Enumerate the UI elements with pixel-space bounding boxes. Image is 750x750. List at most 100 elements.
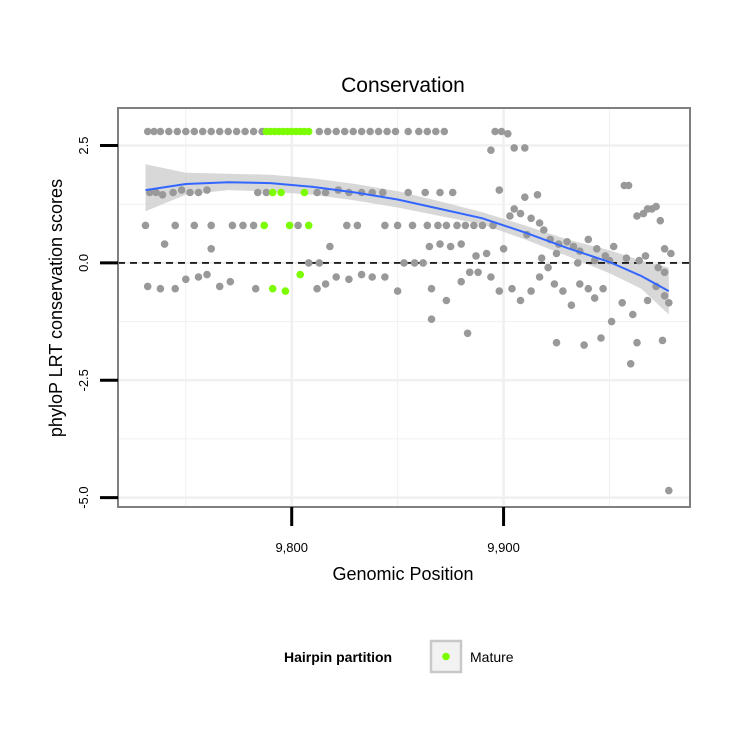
data-point	[550, 280, 559, 288]
data-point	[190, 221, 199, 230]
data-point	[381, 273, 389, 281]
data-point	[326, 242, 334, 251]
data-point	[241, 127, 249, 136]
data-point	[158, 191, 167, 199]
chart-title: Conservation	[341, 74, 465, 97]
y-tick-label: -2.5	[76, 369, 91, 391]
data-point-mature	[300, 188, 309, 197]
data-point	[599, 284, 607, 293]
y-tick-label: 0.0	[76, 254, 91, 272]
data-point	[304, 259, 313, 267]
data-points	[141, 127, 675, 495]
data-point	[379, 188, 387, 197]
data-point	[478, 221, 487, 230]
data-point	[470, 221, 478, 230]
x-tick-label: 9,900	[487, 540, 520, 555]
data-point	[294, 221, 302, 230]
data-point	[262, 188, 271, 197]
data-point	[656, 216, 665, 225]
y-axis-title: phyloP LRT conservation scores	[46, 179, 66, 437]
data-point	[487, 273, 495, 281]
data-point	[353, 221, 362, 230]
data-point	[641, 252, 650, 260]
data-point	[169, 188, 177, 197]
data-point	[436, 240, 444, 248]
data-point	[633, 212, 641, 220]
data-point-mature	[268, 188, 277, 197]
data-point	[629, 310, 637, 319]
data-point	[665, 486, 673, 495]
y-axis-ticks: -5.0 -2.5 0.0 2.5	[76, 137, 118, 509]
data-point	[504, 130, 512, 138]
data-point	[448, 188, 457, 197]
data-point	[393, 287, 402, 295]
data-point	[253, 188, 262, 197]
data-point	[491, 127, 499, 136]
data-point	[357, 270, 366, 279]
data-point	[660, 268, 669, 277]
data-point	[461, 221, 470, 230]
data-point	[573, 259, 582, 267]
data-point	[239, 221, 247, 230]
data-point	[156, 284, 165, 293]
data-point-mature	[281, 287, 290, 295]
y-tick-label: 2.5	[76, 137, 91, 155]
data-point	[143, 127, 152, 136]
data-point	[482, 249, 491, 258]
data-point	[357, 127, 366, 136]
data-point	[224, 127, 232, 136]
data-point	[423, 127, 432, 136]
data-point	[593, 245, 601, 253]
data-point	[667, 249, 675, 258]
data-point	[203, 186, 211, 194]
data-point	[177, 186, 186, 194]
data-point	[442, 296, 451, 305]
data-point	[315, 127, 324, 136]
data-point	[215, 282, 224, 291]
data-point	[660, 292, 669, 300]
data-point	[207, 127, 215, 136]
data-point	[186, 188, 194, 197]
data-point	[321, 188, 330, 197]
data-point	[207, 221, 215, 230]
plot-panel-border	[117, 107, 691, 508]
data-point	[226, 277, 235, 286]
data-point	[408, 221, 417, 230]
data-point	[527, 214, 535, 223]
data-point	[552, 338, 561, 347]
data-point	[540, 226, 548, 234]
data-point-mature	[260, 221, 269, 230]
data-point	[251, 284, 260, 293]
data-point	[609, 242, 618, 251]
data-point	[446, 242, 455, 251]
data-point	[622, 254, 631, 262]
data-point	[432, 127, 440, 136]
data-point	[368, 273, 377, 281]
data-point	[527, 287, 535, 295]
data-point	[349, 127, 358, 136]
data-point	[313, 284, 321, 293]
data-point	[580, 341, 588, 349]
data-point	[590, 294, 599, 302]
data-point	[552, 249, 561, 258]
data-point	[315, 259, 324, 267]
data-point	[457, 240, 466, 248]
data-point	[165, 127, 173, 136]
data-point-mature	[296, 270, 305, 279]
data-point	[419, 259, 427, 267]
data-point	[427, 284, 436, 293]
data-point	[521, 193, 529, 201]
data-point-mature	[304, 221, 313, 230]
data-point-mature	[268, 284, 277, 293]
data-point	[563, 238, 571, 246]
data-point	[658, 336, 667, 345]
data-point	[465, 268, 474, 277]
data-point	[506, 212, 514, 220]
data-point	[535, 219, 544, 227]
data-point	[366, 127, 374, 136]
data-point	[343, 221, 351, 230]
data-point	[472, 252, 480, 260]
data-point	[249, 127, 258, 136]
smooth-trend-line	[145, 181, 670, 292]
